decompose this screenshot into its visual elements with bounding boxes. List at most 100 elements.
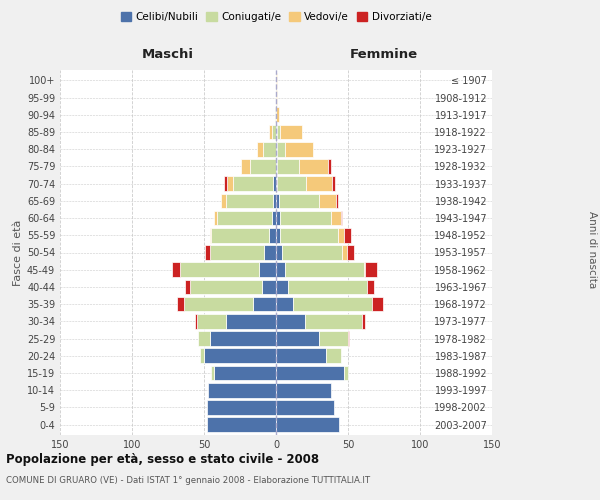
Bar xyxy=(200,348,204,363)
Bar xyxy=(276,73,277,88)
Bar xyxy=(276,108,279,122)
Bar xyxy=(253,297,276,312)
Bar xyxy=(241,159,250,174)
Bar xyxy=(280,124,302,140)
Bar xyxy=(214,366,276,380)
Bar xyxy=(306,176,332,191)
Bar xyxy=(276,280,287,294)
Bar xyxy=(205,245,210,260)
Bar xyxy=(272,210,276,226)
Legend: Celibi/Nubili, Coniugati/e, Vedovi/e, Divorziati/e: Celibi/Nubili, Coniugati/e, Vedovi/e, Di… xyxy=(116,8,436,26)
Bar xyxy=(207,400,276,415)
Bar xyxy=(344,228,351,242)
Bar xyxy=(280,210,331,226)
Bar xyxy=(367,280,374,294)
Bar xyxy=(277,124,280,140)
Bar xyxy=(305,314,362,328)
Bar xyxy=(226,314,276,328)
Bar xyxy=(293,297,373,312)
Bar xyxy=(262,280,276,294)
Bar xyxy=(332,176,335,191)
Bar xyxy=(341,210,342,226)
Bar xyxy=(277,176,306,191)
Bar xyxy=(276,383,331,398)
Text: Anni di nascita: Anni di nascita xyxy=(587,212,597,288)
Bar xyxy=(348,332,349,346)
Bar xyxy=(276,210,280,226)
Bar xyxy=(176,297,184,312)
Text: Popolazione per età, sesso e stato civile - 2008: Popolazione per età, sesso e stato civil… xyxy=(6,452,319,466)
Y-axis label: Fasce di età: Fasce di età xyxy=(13,220,23,286)
Bar xyxy=(273,194,276,208)
Bar xyxy=(347,245,354,260)
Bar xyxy=(198,332,210,346)
Bar xyxy=(299,159,328,174)
Bar xyxy=(276,262,284,277)
Bar xyxy=(211,366,214,380)
Text: COMUNE DI GRUARO (VE) - Dati ISTAT 1° gennaio 2008 - Elaborazione TUTTITALIA.IT: COMUNE DI GRUARO (VE) - Dati ISTAT 1° ge… xyxy=(6,476,370,485)
Bar xyxy=(184,297,253,312)
Bar xyxy=(233,176,273,191)
Bar xyxy=(197,314,226,328)
Bar xyxy=(210,332,276,346)
Bar xyxy=(259,262,276,277)
Bar xyxy=(365,262,377,277)
Bar xyxy=(276,366,344,380)
Bar xyxy=(276,418,340,432)
Bar xyxy=(207,418,276,432)
Bar xyxy=(276,314,305,328)
Bar xyxy=(364,262,365,277)
Bar xyxy=(280,228,338,242)
Bar xyxy=(217,210,272,226)
Bar xyxy=(185,280,190,294)
Bar xyxy=(179,262,259,277)
Bar xyxy=(276,142,277,156)
Bar xyxy=(276,124,277,140)
Bar xyxy=(276,90,277,105)
Bar xyxy=(208,383,276,398)
Bar xyxy=(275,108,276,122)
Bar xyxy=(211,228,269,242)
Bar xyxy=(276,228,280,242)
Bar xyxy=(337,194,338,208)
Bar xyxy=(276,297,293,312)
Bar xyxy=(227,176,233,191)
Bar xyxy=(224,176,227,191)
Bar xyxy=(273,176,276,191)
Bar xyxy=(257,142,263,156)
Bar xyxy=(276,348,326,363)
Bar xyxy=(277,142,284,156)
Bar xyxy=(276,400,334,415)
Bar xyxy=(342,245,347,260)
Bar xyxy=(196,314,197,328)
Bar xyxy=(276,176,277,191)
Bar xyxy=(331,210,341,226)
Bar xyxy=(276,245,282,260)
Bar xyxy=(319,194,337,208)
Bar xyxy=(269,228,276,242)
Bar xyxy=(250,159,276,174)
Bar xyxy=(210,245,265,260)
Bar xyxy=(214,210,217,226)
Bar xyxy=(284,262,364,277)
Bar xyxy=(263,142,276,156)
Bar xyxy=(190,280,262,294)
Bar xyxy=(328,159,331,174)
Bar xyxy=(276,194,279,208)
Bar xyxy=(172,262,179,277)
Bar xyxy=(326,348,341,363)
Bar xyxy=(272,124,276,140)
Bar xyxy=(344,366,348,380)
Bar xyxy=(221,194,226,208)
Bar xyxy=(373,297,383,312)
Bar xyxy=(276,332,319,346)
Bar xyxy=(204,348,276,363)
Text: Maschi: Maschi xyxy=(142,48,194,62)
Text: Femmine: Femmine xyxy=(350,48,418,62)
Bar xyxy=(284,142,313,156)
Bar xyxy=(276,159,277,174)
Bar xyxy=(226,194,273,208)
Bar xyxy=(210,228,211,242)
Bar xyxy=(282,245,342,260)
Bar xyxy=(269,124,272,140)
